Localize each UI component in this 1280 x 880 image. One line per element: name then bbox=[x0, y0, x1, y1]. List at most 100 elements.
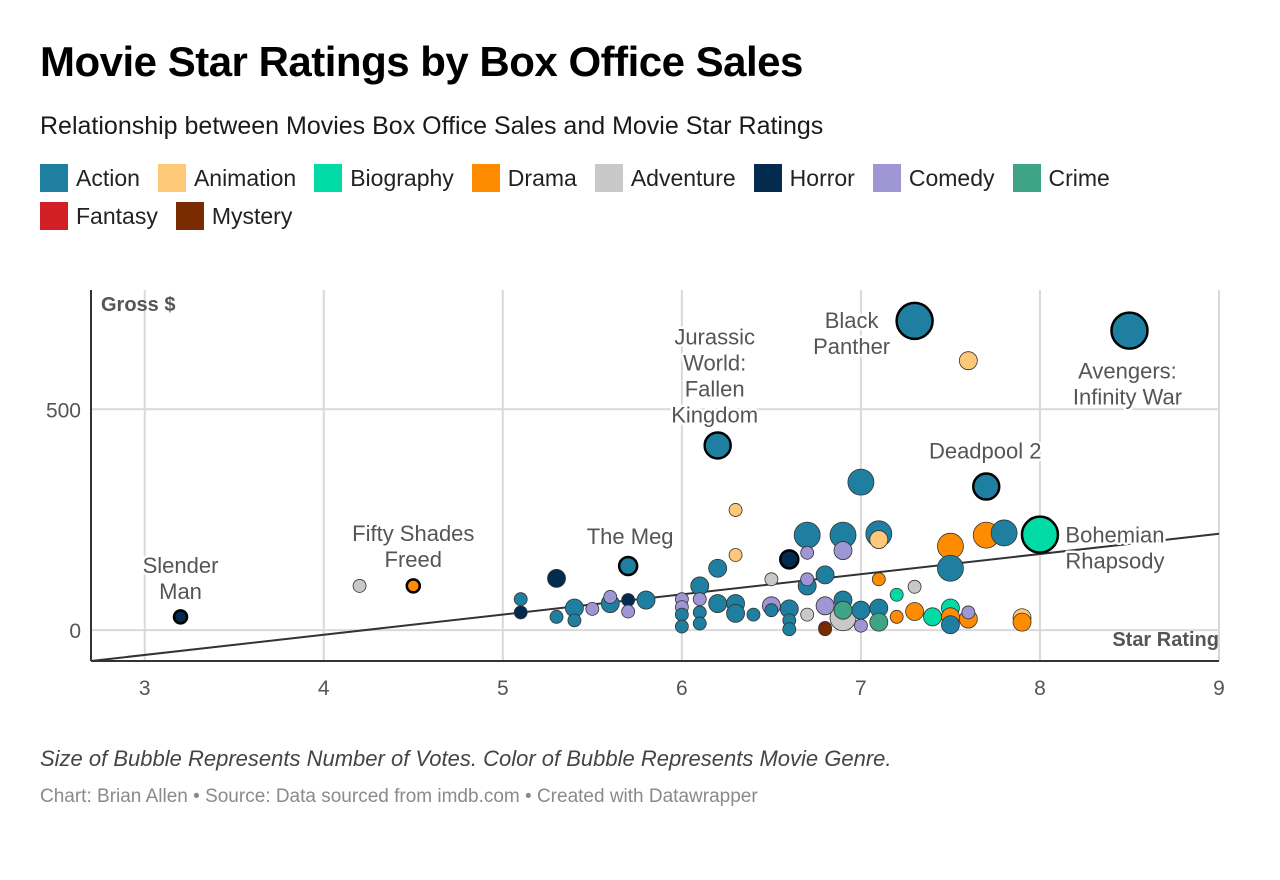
legend-label: Fantasy bbox=[76, 202, 158, 229]
data-point bbox=[869, 612, 889, 632]
y-tick-label: 0 bbox=[69, 620, 81, 643]
x-tick-label: 4 bbox=[318, 677, 330, 700]
legend: Action Animation Biography Drama Adventu… bbox=[40, 164, 1220, 230]
legend-label: Mystery bbox=[211, 202, 293, 229]
data-point bbox=[549, 609, 564, 624]
legend-item-adventure[interactable]: Adventure bbox=[594, 164, 736, 192]
annotation-label: Freed bbox=[385, 547, 442, 572]
legend-swatch bbox=[594, 164, 623, 192]
legend-item-mystery[interactable]: Mystery bbox=[175, 202, 293, 230]
annotation-label: Slender bbox=[143, 553, 219, 578]
data-point bbox=[815, 596, 835, 616]
data-point bbox=[847, 468, 875, 496]
data-point bbox=[937, 554, 964, 582]
data-point bbox=[958, 351, 978, 371]
data-point bbox=[703, 431, 732, 460]
data-point bbox=[513, 605, 528, 620]
data-point bbox=[728, 548, 743, 562]
data-point bbox=[782, 622, 797, 637]
data-point bbox=[800, 545, 815, 560]
data-point bbox=[889, 609, 904, 624]
legend-item-action[interactable]: Action bbox=[40, 164, 140, 192]
chart-subtitle: Relationship between Movies Box Office S… bbox=[40, 112, 824, 140]
legend-item-drama[interactable]: Drama bbox=[471, 164, 577, 192]
data-point bbox=[869, 530, 889, 549]
legend-label: Action bbox=[76, 164, 140, 191]
x-tick-label: 7 bbox=[855, 677, 867, 700]
x-tick-label: 5 bbox=[497, 677, 509, 700]
legend-item-fantasy[interactable]: Fantasy bbox=[40, 202, 158, 230]
legend-label: Adventure bbox=[630, 164, 736, 191]
data-point bbox=[603, 590, 618, 604]
data-point bbox=[352, 579, 367, 593]
legend-item-horror[interactable]: Horror bbox=[753, 164, 855, 192]
data-point bbox=[708, 558, 728, 578]
y-tick-label: 500 bbox=[46, 399, 81, 422]
data-point bbox=[1012, 612, 1032, 632]
data-point bbox=[961, 605, 976, 620]
data-point bbox=[990, 519, 1018, 547]
legend-label: Crime bbox=[1048, 164, 1110, 191]
data-point bbox=[889, 587, 904, 602]
data-point bbox=[793, 521, 821, 549]
data-point bbox=[818, 622, 832, 637]
annotation-label: Avengers: bbox=[1078, 359, 1177, 384]
legend-swatch bbox=[40, 164, 68, 192]
legend-label: Comedy bbox=[908, 164, 995, 191]
data-point bbox=[833, 600, 853, 620]
data-point bbox=[851, 600, 871, 620]
data-point bbox=[513, 592, 528, 607]
annotation-label: Fallen bbox=[685, 376, 745, 401]
chart-title: Movie Star Ratings by Box Office Sales bbox=[40, 38, 803, 85]
legend-label: Horror bbox=[789, 164, 855, 191]
legend-item-crime[interactable]: Crime bbox=[1012, 164, 1110, 192]
annotation-label: Kingdom bbox=[671, 402, 758, 427]
legend-item-comedy[interactable]: Comedy bbox=[872, 164, 995, 192]
legend-swatch bbox=[753, 164, 782, 192]
data-point bbox=[907, 579, 922, 594]
legend-item-animation[interactable]: Animation bbox=[157, 164, 297, 192]
data-point bbox=[674, 607, 689, 622]
data-point bbox=[1110, 311, 1149, 350]
legend-label: Drama bbox=[507, 164, 577, 191]
data-point bbox=[567, 613, 582, 628]
data-point bbox=[746, 607, 761, 622]
legend-item-biography[interactable]: Biography bbox=[314, 164, 454, 192]
data-point bbox=[833, 541, 853, 560]
annotation-label: Bohemian bbox=[1065, 523, 1164, 548]
annotation-label: Deadpool 2 bbox=[929, 439, 1042, 464]
data-point bbox=[800, 572, 815, 587]
data-point bbox=[815, 565, 835, 585]
data-point bbox=[692, 616, 707, 631]
y-axis-title: Gross $ bbox=[101, 294, 175, 316]
annotation-label: Rhapsody bbox=[1065, 549, 1164, 574]
data-point bbox=[674, 619, 689, 634]
x-tick-label: 6 bbox=[676, 677, 688, 700]
data-point bbox=[905, 602, 925, 621]
data-point bbox=[895, 301, 934, 341]
data-point bbox=[621, 604, 636, 619]
data-point bbox=[764, 603, 779, 618]
annotation-label: World: bbox=[683, 350, 746, 375]
data-point bbox=[405, 578, 422, 594]
annotation-label: Panther bbox=[813, 334, 890, 359]
data-point bbox=[636, 590, 656, 610]
x-tick-label: 8 bbox=[1034, 677, 1046, 700]
data-point bbox=[692, 592, 707, 607]
annotation-label: Man bbox=[159, 579, 202, 604]
data-point bbox=[941, 615, 960, 635]
data-point bbox=[172, 609, 189, 625]
chart-footer: Chart: Brian Allen • Source: Data source… bbox=[40, 786, 758, 807]
x-tick-label: 9 bbox=[1213, 677, 1225, 700]
legend-swatch bbox=[314, 164, 343, 192]
annotation-label: Infinity War bbox=[1073, 385, 1182, 410]
legend-swatch bbox=[471, 164, 500, 192]
legend-label: Biography bbox=[350, 164, 454, 191]
data-point bbox=[547, 569, 566, 588]
legend-swatch bbox=[157, 164, 186, 192]
data-point bbox=[728, 503, 743, 517]
legend-label: Animation bbox=[193, 164, 297, 191]
legend-swatch bbox=[1012, 164, 1041, 192]
annotation-label: Fifty Shades bbox=[352, 521, 474, 546]
